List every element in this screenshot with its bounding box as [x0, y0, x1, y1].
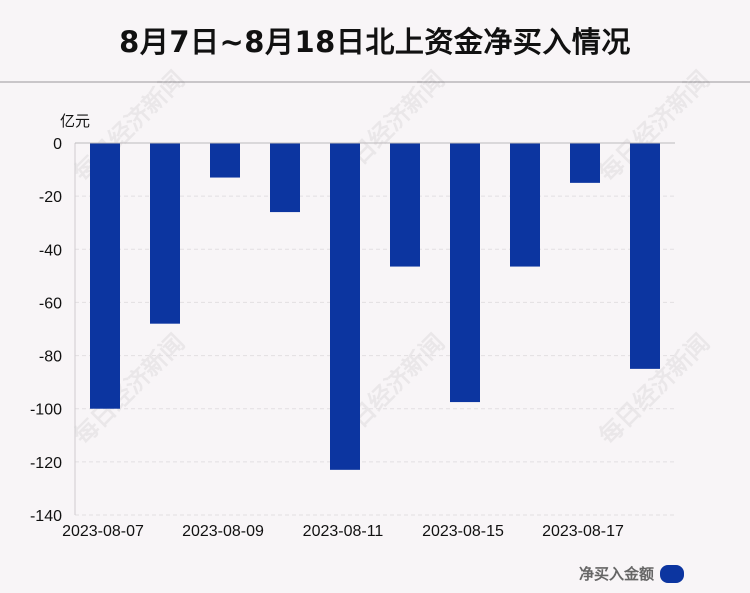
bar [330, 143, 360, 470]
legend-label: 净买入金额 [578, 565, 654, 583]
bar [450, 143, 480, 403]
x-tick-label: 2023-08-11 [303, 523, 384, 540]
y-tick-label: -80 [39, 349, 62, 366]
bar [570, 143, 600, 183]
y-tick-labels: 0 -20 -40 -60 -80 -100 -120 -140 [30, 136, 62, 525]
bar [210, 143, 240, 178]
x-tick-label: 2023-08-09 [182, 523, 264, 540]
bar [510, 143, 540, 267]
y-tick-label: 0 [53, 136, 62, 153]
watermark-text: 每日经济新闻 [68, 328, 190, 450]
bar [270, 143, 300, 213]
bar [90, 143, 120, 409]
legend: 净买入金额 [579, 563, 684, 584]
bars [90, 143, 660, 470]
x-tick-label: 2023-08-15 [422, 523, 504, 540]
bar [150, 143, 180, 324]
y-tick-label: -100 [30, 402, 62, 419]
bar [630, 143, 660, 369]
legend-swatch [660, 564, 684, 583]
x-tick-label: 2023-08-07 [62, 523, 144, 540]
bar [390, 143, 420, 267]
y-tick-label: -140 [30, 508, 62, 525]
x-tick-labels: 2023-08-07 2023-08-09 2023-08-11 2023-08-15… [62, 523, 624, 540]
axes [74, 142, 675, 515]
y-tick-label: -120 [30, 455, 62, 472]
y-tick-label: -60 [39, 295, 62, 312]
title-divider [0, 81, 750, 83]
x-tick-label: 2023-08-17 [542, 523, 624, 540]
y-tick-label: -40 [39, 242, 62, 259]
y-axis-unit-label: 亿元 [60, 112, 90, 130]
chart-title: 8月7日~8月18日北上资金净买入情况 [119, 25, 631, 59]
y-tick-label: -20 [39, 189, 62, 206]
